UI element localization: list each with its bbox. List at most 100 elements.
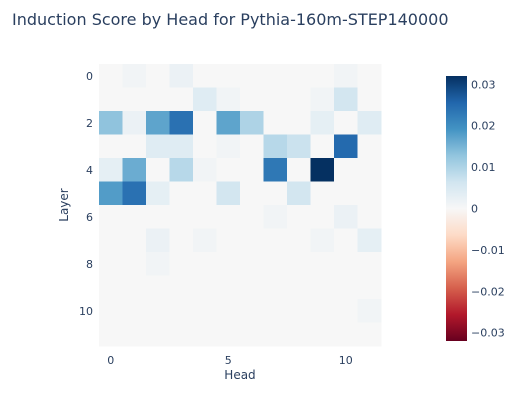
heatmap-cell-l6-h3: [169, 205, 194, 229]
heatmap-cell-l11-h2: [146, 322, 170, 347]
heatmap-cell-l10-h4: [193, 299, 217, 323]
heatmap-cell-l2-h2: [146, 111, 170, 135]
heatmap-cell-l10-h7: [263, 299, 288, 323]
colorbar-ticks: 0.03 0.02 0.01 0 −0.01 −0.02 −0.03: [471, 78, 505, 339]
heatmap-cell-l1-h6: [240, 87, 264, 112]
x-tick-label: 10: [339, 354, 353, 367]
heatmap-cell-l8-h5: [216, 252, 241, 276]
heatmap-cell-l1-h10: [334, 87, 358, 112]
heatmap-cell-l7-h3: [169, 228, 194, 253]
heatmap-cell-l10-h0: [99, 299, 123, 323]
heatmap-cell-l9-h7: [263, 275, 288, 300]
heatmap-cell-l5-h10: [334, 181, 358, 206]
colorbar-tick-label: −0.02: [471, 285, 505, 298]
heatmap-cell-l5-h4: [193, 181, 217, 206]
heatmap-cell-l4-h2: [146, 158, 170, 182]
heatmap-cell-l3-h6: [240, 134, 264, 159]
heatmap-cell-l9-h11: [357, 275, 382, 300]
heatmap-cell-l7-h8: [287, 228, 311, 253]
heatmap-cell-l2-h8: [287, 111, 311, 135]
heatmap-cell-l9-h3: [169, 275, 194, 300]
heatmap-cell-l7-h0: [99, 228, 123, 253]
y-tick-label: 10: [79, 305, 93, 318]
heatmap-cell-l2-h9: [310, 111, 335, 135]
heatmap-cell-l0-h7: [263, 64, 288, 88]
heatmap-cell-l9-h8: [287, 275, 311, 300]
heatmap-cell-l4-h0: [99, 158, 123, 182]
heatmap-cell-l7-h7: [263, 228, 288, 253]
heatmap-cell-l3-h7: [263, 134, 288, 159]
heatmap-cell-l3-h3: [169, 134, 194, 159]
y-tick-label: 8: [86, 258, 93, 271]
heatmap-cell-l1-h5: [216, 87, 241, 112]
x-axis-title: Head: [224, 368, 255, 382]
y-axis-title: Layer: [57, 188, 71, 222]
heatmap-cell-l4-h5: [216, 158, 241, 182]
heatmap-cell-l7-h6: [240, 228, 264, 253]
heatmap-cell-l5-h7: [263, 181, 288, 206]
heatmap-cell-l1-h7: [263, 87, 288, 112]
heatmap-cell-l5-h11: [357, 181, 382, 206]
heatmap-cell-l0-h4: [193, 64, 217, 88]
heatmap-cell-l8-h2: [146, 252, 170, 276]
y-axis-ticks: 0 2 4 6 8 10: [79, 70, 93, 318]
heatmap-cell-l10-h10: [334, 299, 358, 323]
heatmap-cell-l10-h1: [122, 299, 147, 323]
heatmap-cell-l3-h9: [310, 134, 335, 159]
heatmap-cell-l10-h3: [169, 299, 194, 323]
heatmap-cell-l9-h6: [240, 275, 264, 300]
heatmap-cell-l2-h0: [99, 111, 123, 135]
heatmap-cell-l1-h11: [357, 87, 382, 112]
heatmap-cell-l3-h8: [287, 134, 311, 159]
heatmap-cell-l6-h4: [193, 205, 217, 229]
heatmap-cell-l2-h10: [334, 111, 358, 135]
heatmap-cell-l6-h10: [334, 205, 358, 229]
heatmap-cell-l1-h8: [287, 87, 311, 112]
heatmap-cell-l3-h10: [334, 134, 358, 159]
heatmap-cell-l8-h0: [99, 252, 123, 276]
colorbar: [446, 76, 467, 341]
heatmap-cell-l8-h10: [334, 252, 358, 276]
heatmap-cell-l1-h9: [310, 87, 335, 112]
colorbar-tick-label: 0.01: [471, 161, 496, 174]
heatmap-cell-l5-h9: [310, 181, 335, 206]
heatmap-cell-l4-h10: [334, 158, 358, 182]
heatmap-cell-l2-h5: [216, 111, 241, 135]
y-tick-label: 0: [86, 70, 93, 83]
heatmap-cell-l1-h0: [99, 87, 123, 112]
colorbar-tick-label: 0.03: [471, 78, 496, 91]
heatmap-cell-l8-h3: [169, 252, 194, 276]
heatmap-cell-l2-h6: [240, 111, 264, 135]
heatmap-cell-l11-h10: [334, 322, 358, 347]
heatmap-cell-l1-h4: [193, 87, 217, 112]
heatmap-cell-l10-h11: [357, 299, 382, 323]
heatmap-cell-l1-h2: [146, 87, 170, 112]
heatmap-cell-l6-h5: [216, 205, 241, 229]
colorbar-tick-label: −0.03: [471, 327, 505, 340]
heatmap-cell-l6-h2: [146, 205, 170, 229]
heatmap-cell-l0-h9: [310, 64, 335, 88]
heatmap-cell-l11-h4: [193, 322, 217, 347]
heatmap-cell-l6-h7: [263, 205, 288, 229]
heatmap-cell-l5-h3: [169, 181, 194, 206]
colorbar-tick-label: 0.02: [471, 120, 496, 133]
heatmap-cell-l11-h11: [357, 322, 382, 347]
heatmap-cell-l3-h0: [99, 134, 123, 159]
heatmap-cell-l11-h5: [216, 322, 241, 347]
heatmap-cell-l11-h6: [240, 322, 264, 347]
colorbar-tick-label: −0.01: [471, 244, 505, 257]
heatmap-cell-l3-h1: [122, 134, 147, 159]
heatmap-cell-l6-h0: [99, 205, 123, 229]
heatmap-cell-l0-h2: [146, 64, 170, 88]
heatmap-cell-l8-h11: [357, 252, 382, 276]
heatmap-cell-l4-h11: [357, 158, 382, 182]
heatmap-cell-l5-h5: [216, 181, 241, 206]
heatmap-cell-l7-h1: [122, 228, 147, 253]
heatmap-cell-l10-h2: [146, 299, 170, 323]
heatmap-cell-l7-h11: [357, 228, 382, 253]
chart-title: Induction Score by Head for Pythia-160m-…: [12, 10, 449, 29]
heatmap-cell-l0-h8: [287, 64, 311, 88]
heatmap-cell-l9-h5: [216, 275, 241, 300]
heatmap-cell-l11-h1: [122, 322, 147, 347]
